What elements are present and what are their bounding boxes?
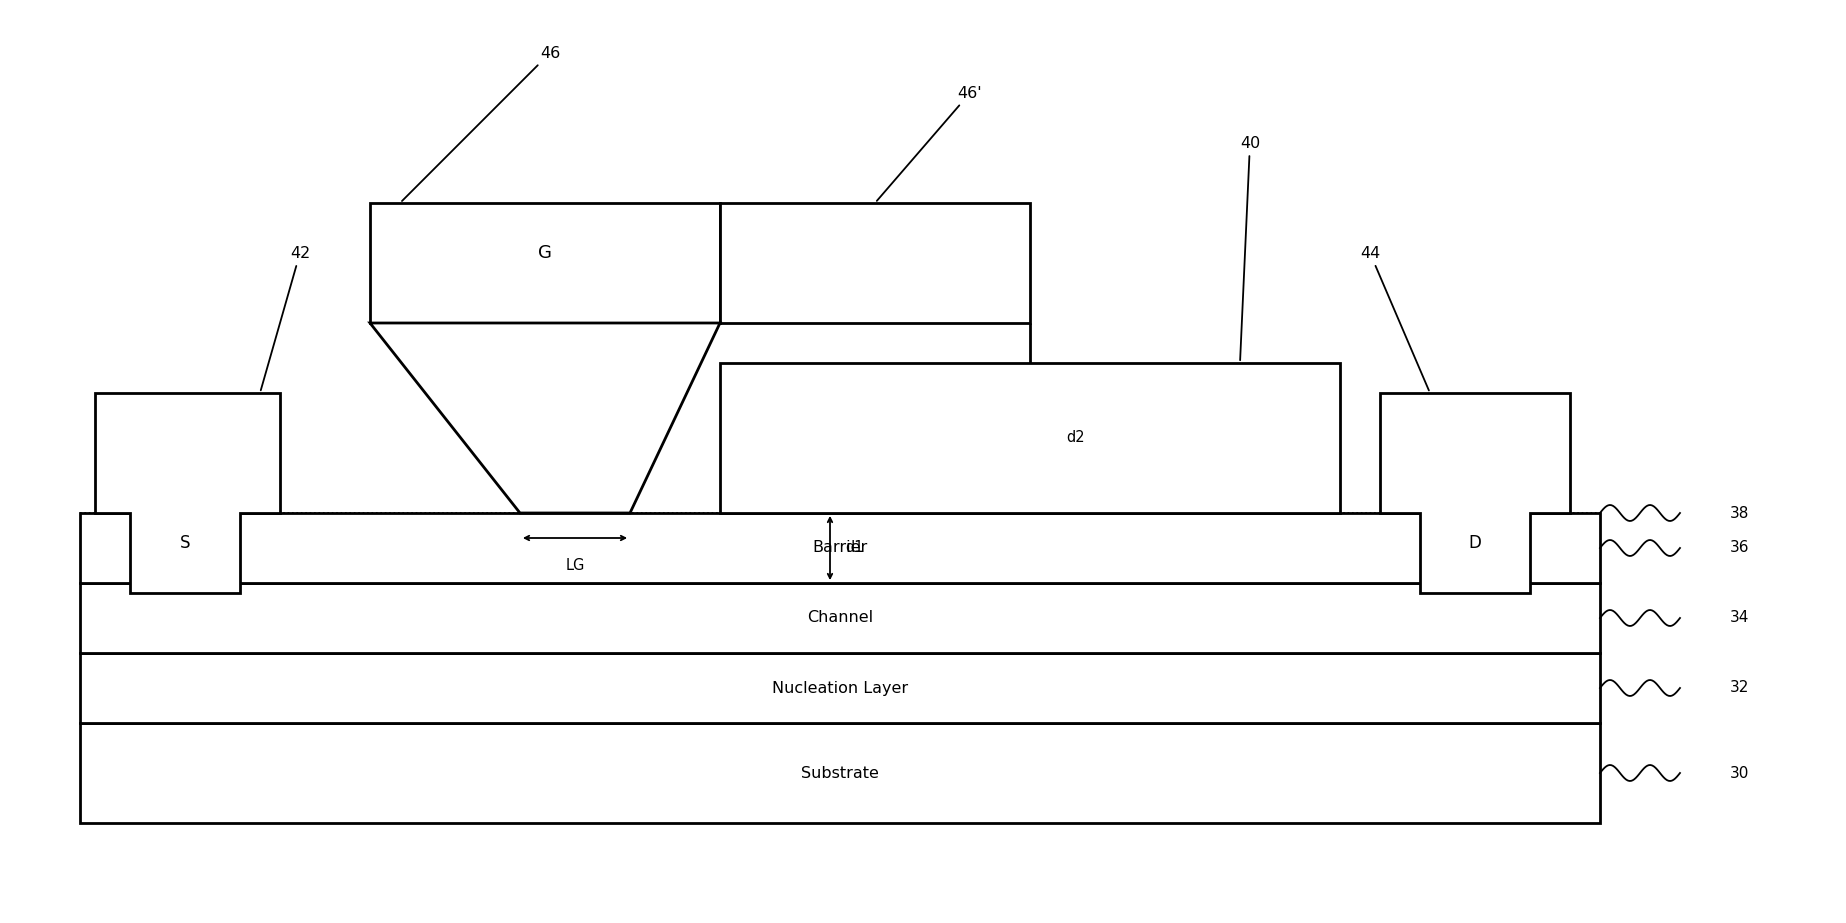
Text: 32: 32 bbox=[1730, 680, 1750, 696]
Polygon shape bbox=[720, 203, 1030, 323]
Text: d2: d2 bbox=[1067, 430, 1085, 446]
Text: 36: 36 bbox=[1730, 541, 1750, 556]
Polygon shape bbox=[720, 363, 1340, 513]
Text: LG: LG bbox=[565, 558, 585, 573]
Text: Substrate: Substrate bbox=[801, 765, 879, 781]
Text: 46: 46 bbox=[402, 45, 559, 201]
Text: 42: 42 bbox=[260, 246, 310, 390]
Text: 34: 34 bbox=[1730, 610, 1750, 626]
Polygon shape bbox=[79, 653, 1600, 723]
Text: S: S bbox=[179, 534, 190, 552]
Text: Barrier: Barrier bbox=[812, 541, 868, 556]
Text: 44: 44 bbox=[1361, 246, 1429, 390]
Polygon shape bbox=[1381, 393, 1569, 593]
Text: 40: 40 bbox=[1241, 136, 1261, 360]
Text: Channel: Channel bbox=[807, 610, 873, 626]
Polygon shape bbox=[79, 513, 1600, 583]
Text: 46': 46' bbox=[877, 86, 982, 201]
Text: 38: 38 bbox=[1730, 506, 1750, 521]
Text: D: D bbox=[1469, 534, 1482, 552]
Polygon shape bbox=[369, 323, 720, 513]
Text: 30: 30 bbox=[1730, 765, 1750, 781]
Text: G: G bbox=[537, 244, 552, 262]
Polygon shape bbox=[79, 723, 1600, 823]
Polygon shape bbox=[369, 203, 720, 323]
Polygon shape bbox=[79, 583, 1600, 653]
Polygon shape bbox=[94, 393, 281, 593]
Text: d1: d1 bbox=[845, 541, 864, 556]
Text: Nucleation Layer: Nucleation Layer bbox=[772, 680, 908, 696]
